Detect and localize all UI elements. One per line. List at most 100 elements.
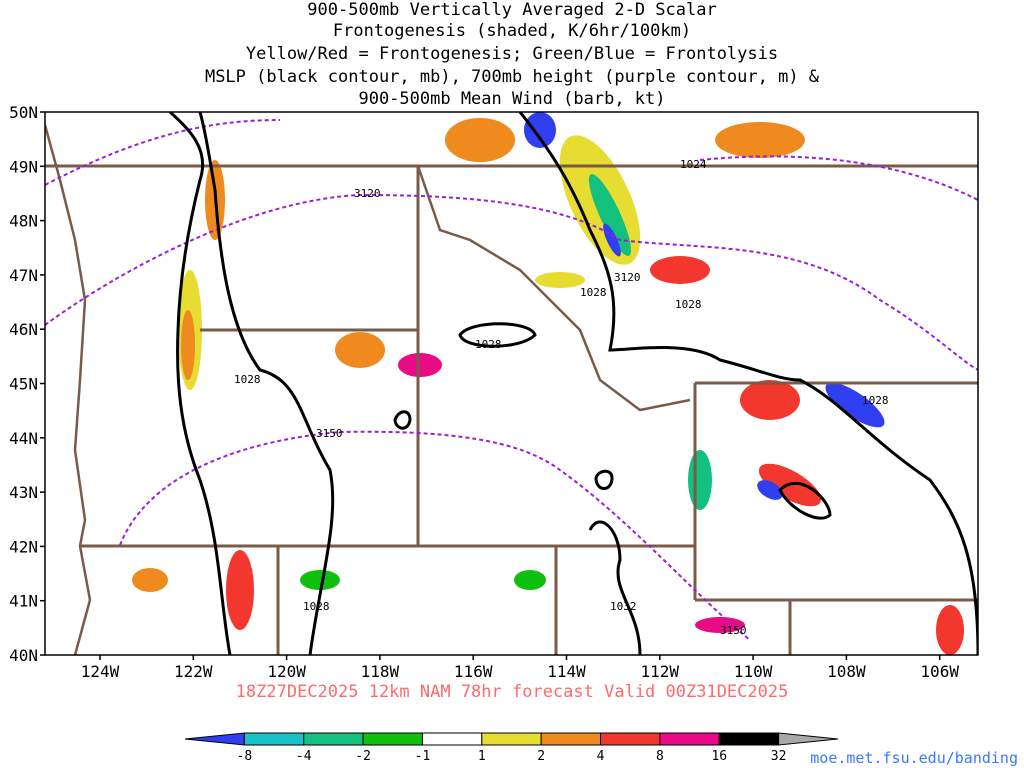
colorbar-label: 16 xyxy=(711,749,727,764)
colorbar-swatch xyxy=(481,732,542,746)
mslp-contour xyxy=(594,469,614,490)
mslp-label: 1028 xyxy=(862,394,889,407)
title-line-3: Yellow/Red = Frontogenesis; Green/Blue =… xyxy=(245,44,779,64)
mslp-label: 1032 xyxy=(610,600,637,613)
colorbar-swatch xyxy=(303,732,364,746)
lat-label: 43N xyxy=(9,483,38,502)
mslp-contours xyxy=(168,112,978,655)
lat-label: 42N xyxy=(9,537,38,556)
fg-patch xyxy=(181,310,195,380)
height-label: 3120 xyxy=(614,271,641,284)
lat-label: 50N xyxy=(9,103,38,122)
title-line-1: 900-500mb Vertically Averaged 2-D Scalar xyxy=(307,0,717,20)
map-panel xyxy=(45,112,978,655)
colorbar-swatch xyxy=(362,732,423,746)
colorbar-swatch xyxy=(778,732,839,746)
lat-label: 41N xyxy=(9,592,38,611)
lon-label: 118W xyxy=(361,662,400,681)
colorbar-label: -4 xyxy=(296,749,312,764)
lat-label: 45N xyxy=(9,375,38,394)
mslp-contour xyxy=(518,112,978,655)
fg-patch xyxy=(757,480,783,500)
state-borders xyxy=(45,124,978,655)
fg-patch xyxy=(132,568,168,592)
colorbar-label: 1 xyxy=(478,749,486,764)
mslp-contour xyxy=(168,112,232,655)
title-line-4: MSLP (black contour, mb), 700mb height (… xyxy=(204,67,820,87)
fg-patch xyxy=(535,272,585,288)
latitude-axis: 50N 49N 48N 47N 46N 45N 44N 43N 42N 41N 40N xyxy=(9,103,45,665)
fg-patch xyxy=(715,122,805,158)
colorbar-label: 8 xyxy=(656,749,664,764)
mslp-label: 1028 xyxy=(580,286,607,299)
colorbar-swatch xyxy=(540,732,602,746)
mslp-label: 1028 xyxy=(234,373,261,386)
forecast-valid-line: 18Z27DEC2025 12km NAM 78hr forecast Vali… xyxy=(235,682,789,702)
border-id-mt xyxy=(416,165,691,412)
colorbar-swatch xyxy=(421,732,483,746)
lat-label: 47N xyxy=(9,266,38,285)
colorbar-swatch xyxy=(659,732,720,746)
colorbar-label: 2 xyxy=(537,749,545,764)
frontogenesis-shading xyxy=(132,112,964,655)
fg-patch xyxy=(688,450,712,510)
lon-label: 108W xyxy=(827,662,866,681)
fg-patch xyxy=(650,256,710,284)
mslp-contour xyxy=(198,112,335,655)
lon-label: 106W xyxy=(920,662,959,681)
fg-patch xyxy=(740,380,800,420)
lon-label: 120W xyxy=(267,662,306,681)
lon-label: 112W xyxy=(641,662,680,681)
fg-patch xyxy=(695,617,745,633)
colorbar-label: -2 xyxy=(355,749,371,764)
fg-patch xyxy=(588,173,632,257)
fg-patch xyxy=(514,570,546,590)
height-label: 3120 xyxy=(354,187,381,200)
lon-label: 114W xyxy=(547,662,586,681)
fg-patch xyxy=(226,550,254,630)
mslp-label: 1028 xyxy=(475,338,502,351)
colorbar-swatch xyxy=(718,732,780,746)
mslp-contour xyxy=(393,410,412,430)
colorbar-swatch xyxy=(600,732,661,746)
colorbar: -8 -4 -2 -1 1 2 4 8 16 32 xyxy=(184,732,839,764)
credit-url: moe.met.fsu.edu/banding xyxy=(810,749,1018,767)
mslp-contour xyxy=(778,481,832,520)
height-label: 3150 xyxy=(316,427,343,440)
fg-patch xyxy=(825,382,885,428)
fg-patch xyxy=(335,332,385,368)
colorbar-label: 4 xyxy=(597,749,605,764)
mslp-label: 1024 xyxy=(680,158,707,171)
colorbar-swatch xyxy=(184,732,245,746)
colorbar-label: 32 xyxy=(771,749,787,764)
title-line-2: Frontogenesis (shaded, K/6hr/100km) xyxy=(332,21,692,41)
lon-label: 122W xyxy=(174,662,213,681)
colorbar-swatch xyxy=(243,732,305,746)
coastline xyxy=(45,124,92,655)
lat-label: 48N xyxy=(9,212,38,231)
fg-patch xyxy=(524,112,556,148)
fg-patch xyxy=(445,118,515,162)
contour-labels: 1024 1028 1028 1028 1028 1028 1028 1032 … xyxy=(234,158,889,637)
colorbar-label: -1 xyxy=(415,749,431,764)
lon-label: 110W xyxy=(734,662,773,681)
mslp-contour xyxy=(458,322,537,348)
mslp-contour xyxy=(588,520,642,655)
mslp-label: 1028 xyxy=(675,298,702,311)
height-label: 3150 xyxy=(720,624,747,637)
lat-label: 40N xyxy=(9,646,38,665)
fg-patch xyxy=(398,353,442,377)
lat-label: 46N xyxy=(9,320,38,339)
mslp-label: 1028 xyxy=(303,600,330,613)
lat-label: 44N xyxy=(9,429,38,448)
fg-patch xyxy=(300,570,340,590)
lon-label: 124W xyxy=(81,662,120,681)
lon-label: 116W xyxy=(454,662,493,681)
colorbar-label: -8 xyxy=(237,749,253,764)
lat-label: 49N xyxy=(9,157,38,176)
title-line-5: 900-500mb Mean Wind (barb, kt) xyxy=(358,89,666,109)
fg-patch xyxy=(936,605,964,655)
height-contour-3150 xyxy=(119,155,978,641)
longitude-axis: 124W 122W 120W 118W 116W 114W 112W 110W 108W 106W xyxy=(81,655,959,681)
